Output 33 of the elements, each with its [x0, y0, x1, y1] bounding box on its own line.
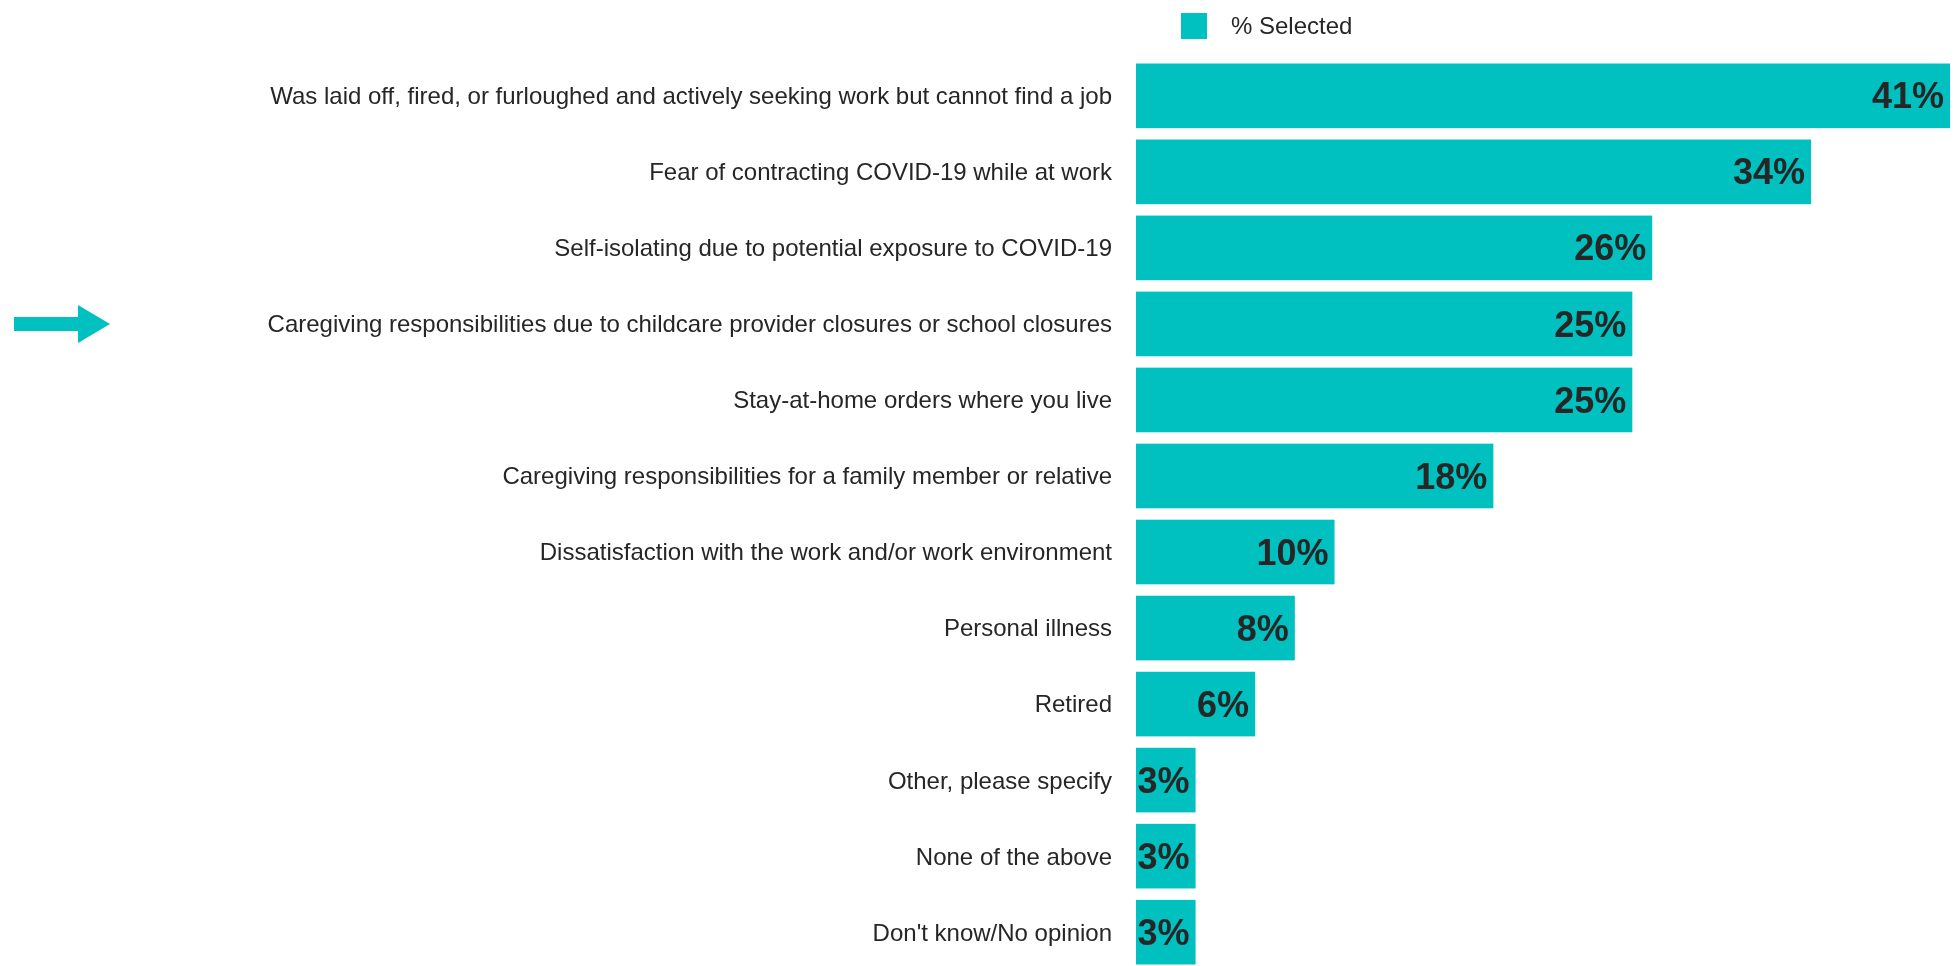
y-tick-label: Fear of contracting COVID-19 while at work [649, 158, 1113, 186]
bar [1136, 519, 1335, 585]
bar [1136, 595, 1295, 661]
bar [1136, 367, 1633, 433]
data-label: 3% [1137, 835, 1190, 877]
bar [1136, 215, 1653, 281]
data-label: 3% [1137, 759, 1190, 801]
y-tick-label: Personal illness [943, 614, 1112, 642]
data-label: 18% [1415, 455, 1488, 497]
y-tick-label: Dissatisfaction with the work and/or work environment [539, 538, 1113, 566]
y-tick-label: Stay-at-home orders where you live [733, 386, 1112, 414]
data-label: 3% [1137, 911, 1190, 953]
data-label: 34% [1732, 151, 1806, 193]
y-tick-label: Self-isolating due to potential exposure to COVID-19 [554, 234, 1112, 262]
data-label: 8% [1236, 607, 1289, 649]
data-label: 25% [1554, 379, 1627, 421]
bar [1136, 443, 1494, 509]
y-tick-label: None of the above [915, 842, 1112, 870]
y-tick-label: Retired [1034, 690, 1112, 718]
data-label: 25% [1554, 303, 1627, 345]
y-tick-label: Caregiving responsibilities due to childcare provider closures or school closures [267, 310, 1112, 338]
y-tick-label: Was laid off, fired, or furloughed and actively seeking work but cannot find a job [270, 82, 1112, 110]
data-label: 41% [1871, 75, 1944, 117]
data-label: 10% [1256, 531, 1329, 573]
data-label: 6% [1197, 683, 1250, 725]
bar [1136, 291, 1633, 357]
bar [1136, 63, 1950, 129]
y-tick-label: Don't know/No opinion [872, 918, 1112, 946]
bar [1136, 139, 1812, 205]
data-label: 26% [1574, 227, 1647, 269]
y-tick-label: Other, please specify [887, 766, 1112, 794]
y-tick-label: Caregiving responsibilities for a family member or relative [502, 462, 1112, 490]
legend-label: % Selected [1231, 12, 1353, 40]
